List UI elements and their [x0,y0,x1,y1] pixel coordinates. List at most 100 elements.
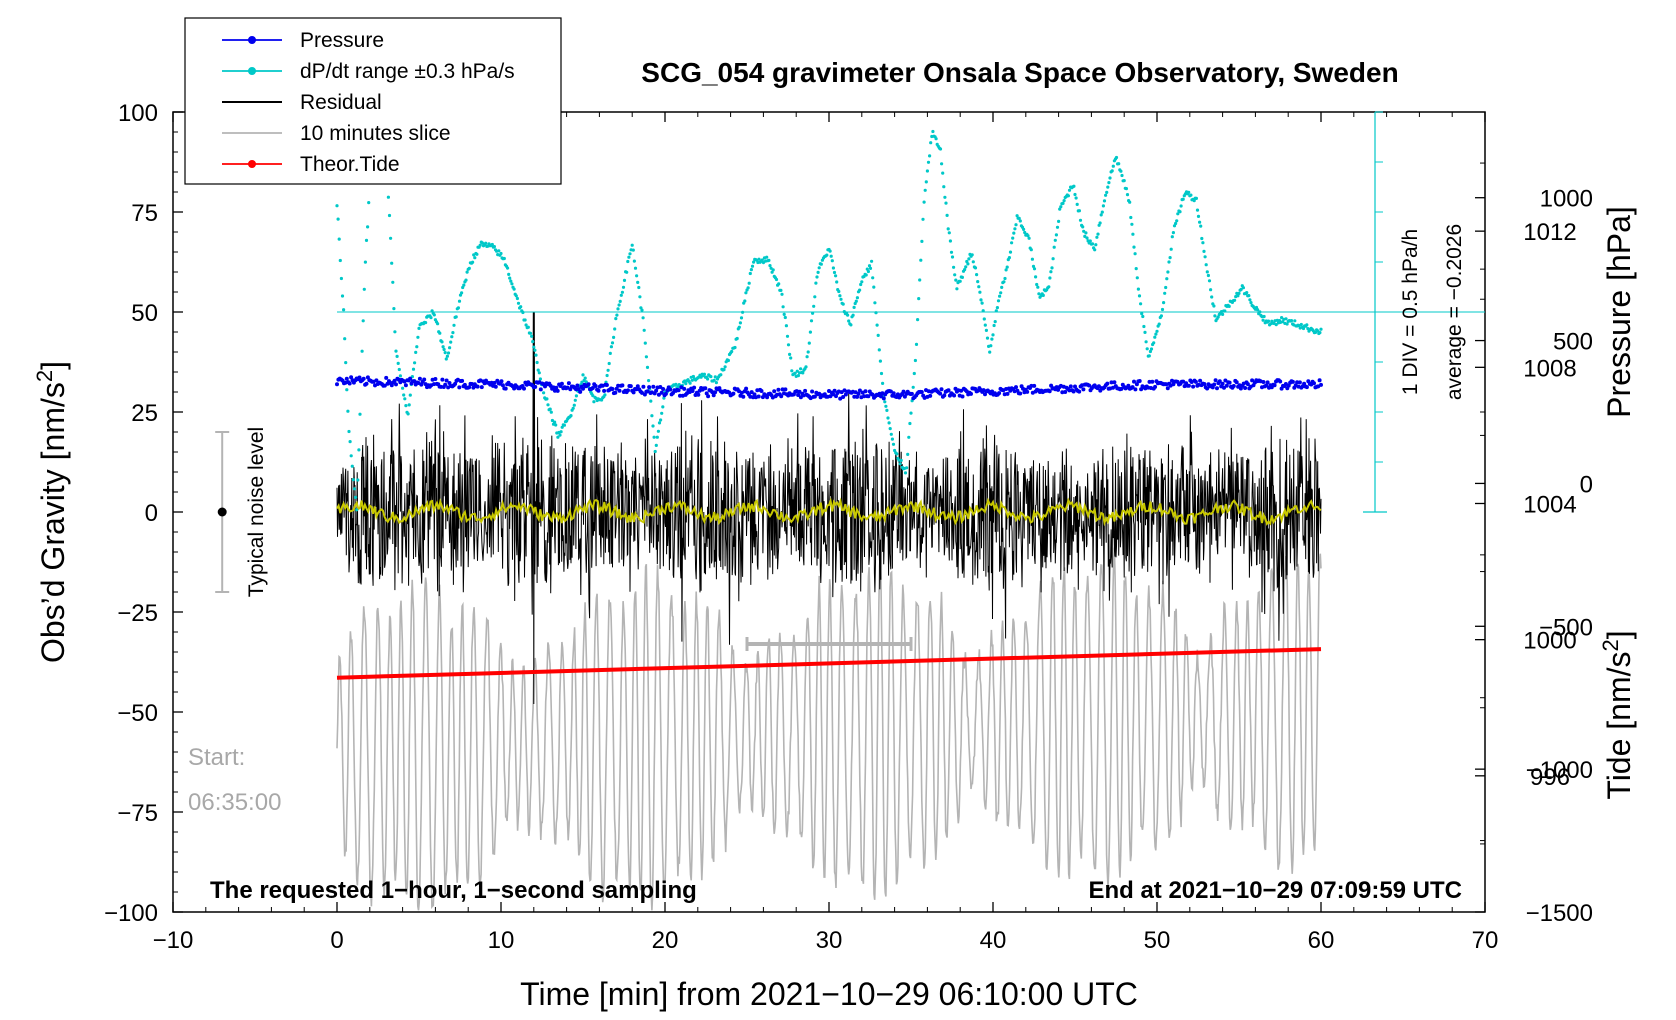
pressure-point [617,388,622,393]
dpdt-point [508,276,512,280]
pressure-point [942,393,947,398]
pressure-point [1133,387,1138,392]
dpdt-point [1169,247,1173,251]
dpdt-point [440,340,444,344]
dpdt-point [928,154,932,158]
dpdt-point [349,454,353,458]
pressure-point [663,391,668,396]
sampling-note: The requested 1−hour, 1−second sampling [210,877,697,904]
y-tick-label: 50 [131,300,158,327]
dpdt-point [1170,235,1174,239]
dpdt-point [394,349,398,353]
dpdt-point [793,371,797,375]
dpdt-point [638,295,642,299]
pressure-point [453,381,458,386]
dpdt-point [923,188,927,192]
dpdt-point [1107,181,1111,185]
dpdt-point [1145,347,1149,351]
dpdt-point [618,299,622,303]
dpdt-point [747,281,751,285]
dpdt-point [1209,288,1213,292]
dpdt-point [970,253,974,257]
pressure-point [779,394,784,399]
pressure-point [1202,382,1207,386]
dpdt-point [603,393,607,397]
dpdt-point [661,405,665,409]
dpdt-point [1005,265,1009,269]
dpdt-point [514,294,518,298]
dpdt-point [457,299,462,303]
dpdt-point [659,418,663,422]
dpdt-point [651,424,655,428]
pressure-point [593,384,598,388]
dpdt-point [1174,221,1178,226]
dpdt-point [921,217,925,221]
dpdt-point [871,276,875,280]
dpdt-point [691,374,696,379]
slice-line [336,547,1322,911]
pressure-point [538,387,543,392]
pressure-point [866,394,871,399]
dpdt-point [889,432,893,436]
dpdt-point [1114,155,1119,160]
dpdt-point [1018,219,1022,223]
dpdt-point [560,425,564,429]
dpdt-point [1050,266,1054,270]
dpdt-point [526,325,530,329]
dpdt-point [343,337,347,341]
dpdt-point [918,278,922,282]
dpdt-point [744,291,748,295]
x-tick-label: −10 [153,927,194,954]
dpdt-point [883,400,887,404]
dpdt-point [662,396,666,400]
dpdt-point [1052,245,1056,249]
dpdt-point [444,357,448,361]
pressure-point [881,396,886,401]
dpdt-point [507,272,511,276]
dpdt-point [387,213,392,218]
pressure-point [772,389,777,394]
pressure-point [1261,380,1266,384]
dpdt-point [1195,208,1200,212]
dpdt-point [1117,162,1121,166]
dpdt-point [990,337,994,341]
pressure-point [1213,378,1218,383]
dpdt-point [1129,215,1133,220]
tide-axis-title: Tide [nm/s2] [1598,630,1637,799]
dpdt-point [996,299,1001,303]
y-tick-label: −25 [117,600,158,627]
dpdt-point [952,265,956,269]
dpdt-point [650,414,654,418]
pressure-point [1029,383,1034,388]
pressure-point [939,387,944,392]
dpdt-point [490,242,494,247]
dpdt-point [989,344,993,348]
dpdt-point [1032,267,1037,271]
pressure-point [581,386,585,391]
dpdt-point [964,265,968,269]
dpdt-point [1241,286,1245,290]
pressure-point [604,383,609,387]
dpdt-point [702,372,707,376]
pressure-point [1137,379,1142,383]
pressure-point [1119,386,1124,391]
dpdt-point [1239,287,1243,291]
dpdt-point [965,259,969,264]
dpdt-point [771,268,775,272]
pressure-point [555,388,560,393]
dpdt-point [398,374,402,378]
dpdt-point [929,141,933,145]
dpdt-point [865,267,869,271]
dpdt-point [908,421,912,426]
dpdt-point [438,331,442,335]
dpdt-point [828,249,832,253]
dpdt-point [980,301,984,305]
pressure-point [863,389,868,394]
dpdt-point [657,421,662,425]
dpdt-point [847,319,851,323]
dpdt-point [1199,224,1203,228]
dpdt-point [975,273,979,277]
dpdt-point [841,302,845,306]
y-axis-title-sup: 2 [32,370,57,382]
pressure-point [613,390,618,395]
